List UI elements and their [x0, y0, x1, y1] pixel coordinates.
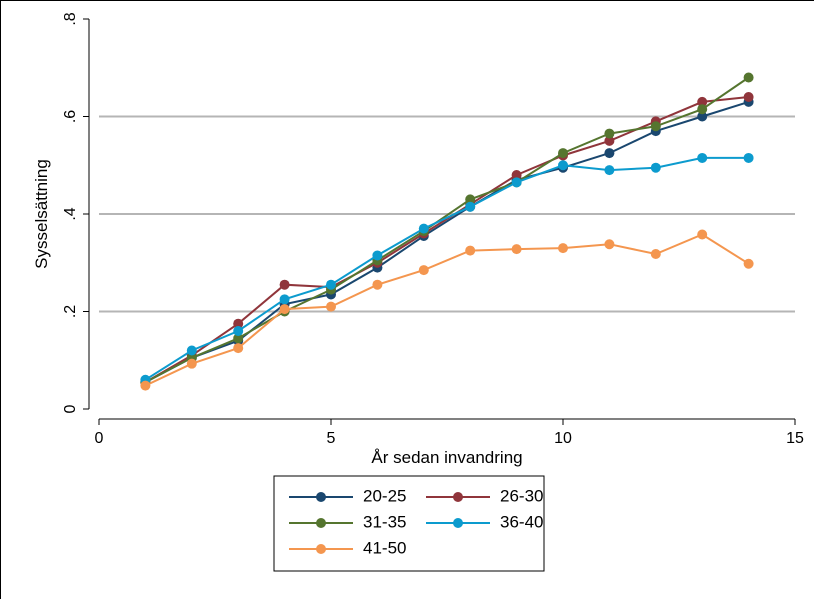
axis-ticks: 0 .2 .4 .6 .8 0 5 10 15 — [62, 12, 804, 447]
data-point — [697, 229, 708, 240]
legend-swatch-marker — [453, 518, 463, 528]
data-point — [511, 244, 522, 255]
data-point — [697, 111, 708, 122]
data-point — [372, 279, 383, 290]
data-point — [743, 258, 754, 269]
data-point — [604, 239, 615, 250]
data-point — [140, 380, 151, 391]
legend-item-26-30: 26-30 — [426, 486, 543, 505]
data-point — [743, 92, 754, 102]
legend-swatch-marker — [316, 492, 326, 502]
data-point — [465, 245, 476, 256]
data-point — [233, 343, 244, 354]
data-point — [650, 121, 661, 132]
data-point — [697, 96, 708, 107]
legend-item-41-50: 41-50 — [289, 538, 406, 557]
data-point — [465, 194, 476, 205]
data-point — [558, 160, 568, 171]
data-point — [233, 318, 244, 329]
data-point — [372, 250, 383, 261]
legend-label: 20-25 — [363, 486, 406, 505]
data-point — [743, 152, 754, 163]
data-point — [604, 128, 615, 139]
series-41-50 — [140, 229, 754, 391]
data-point — [279, 294, 290, 305]
legend-label: 41-50 — [363, 538, 406, 557]
legend-item-31-35: 31-35 — [289, 512, 406, 531]
data-point — [233, 326, 244, 336]
data-point — [511, 170, 522, 180]
legend-item-36-40: 36-40 — [426, 512, 543, 531]
legend-label: 36-40 — [500, 512, 543, 531]
data-point — [697, 152, 708, 163]
legend-swatch-marker — [316, 544, 326, 554]
x-axis-title: År sedan invandring — [371, 448, 522, 467]
y-tick-label: .4 — [62, 207, 79, 220]
data-point — [650, 248, 661, 259]
series-line — [144, 96, 749, 384]
data-point — [186, 358, 197, 369]
y-tick-label: .2 — [62, 305, 79, 318]
x-tick-label: 0 — [95, 430, 104, 447]
legend-swatch-marker — [453, 492, 463, 502]
data-point — [418, 223, 429, 234]
legend-label: 31-35 — [363, 512, 406, 531]
data-point — [604, 135, 615, 146]
data-point — [650, 162, 661, 173]
data-point — [418, 265, 429, 276]
legend: 20-25 26-30 31-35 36-40 41-50 — [273, 475, 545, 572]
legend-swatch-marker — [316, 518, 326, 528]
x-tick-label: 5 — [327, 430, 336, 447]
data-point — [326, 279, 336, 290]
data-point — [233, 333, 244, 344]
data-point — [511, 177, 522, 188]
x-tick-label: 15 — [786, 430, 804, 447]
data-point — [558, 148, 568, 159]
data-point — [743, 72, 754, 83]
y-tick-label: .6 — [62, 110, 79, 123]
data-point — [604, 165, 615, 176]
data-point — [465, 201, 476, 212]
legend-label: 26-30 — [500, 486, 543, 505]
x-tick-label: 10 — [554, 430, 572, 447]
y-tick-label: 0 — [62, 404, 79, 413]
data-point — [326, 301, 336, 312]
y-axis-title: Sysselsättning — [32, 159, 51, 269]
data-point — [604, 148, 615, 159]
y-tick-label: .8 — [62, 12, 79, 25]
series-line — [144, 76, 750, 384]
data-point — [186, 345, 197, 356]
data-point — [279, 279, 290, 290]
series-line — [144, 156, 749, 381]
data-point — [697, 104, 708, 115]
data-point — [279, 304, 290, 315]
series-line — [144, 233, 750, 387]
data-point — [558, 243, 568, 254]
series-lines — [140, 72, 754, 391]
gridlines — [99, 115, 795, 313]
legend-item-20-25: 20-25 — [289, 486, 406, 505]
